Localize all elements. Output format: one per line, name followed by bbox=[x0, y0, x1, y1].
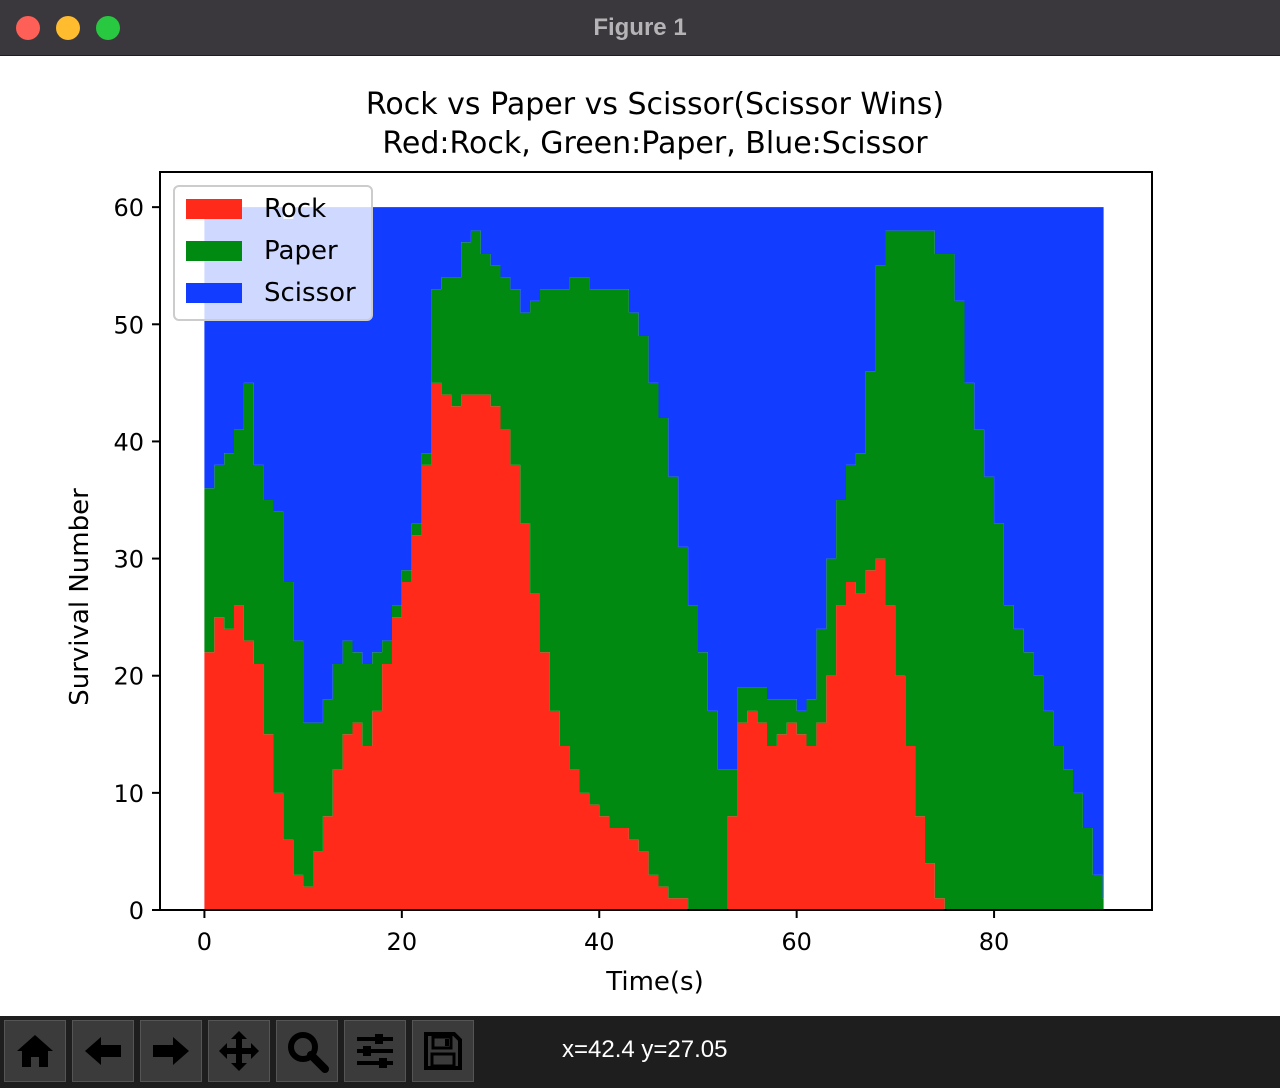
legend: Rock Paper Scissor bbox=[173, 185, 373, 321]
forward-icon bbox=[153, 1037, 189, 1065]
save-button[interactable] bbox=[412, 1020, 474, 1082]
back-icon bbox=[85, 1037, 121, 1065]
legend-swatch-scissor bbox=[186, 283, 242, 303]
legend-label-scissor: Scissor bbox=[264, 278, 356, 308]
plot-frame bbox=[159, 171, 1153, 911]
y-tick-label: 20 bbox=[113, 663, 144, 691]
minimize-button[interactable] bbox=[56, 16, 80, 40]
y-tick-label: 30 bbox=[113, 546, 144, 574]
back-button[interactable] bbox=[72, 1020, 134, 1082]
area-series bbox=[204, 207, 1104, 911]
x-axis-label: Time(s) bbox=[605, 967, 703, 997]
x-tick-label: 60 bbox=[781, 928, 812, 956]
window-titlebar: Figure 1 bbox=[0, 0, 1280, 56]
area-paper bbox=[204, 230, 1104, 911]
y-tick-label: 0 bbox=[129, 897, 144, 925]
area-scissor bbox=[204, 207, 1104, 899]
zoom-button-tool[interactable] bbox=[276, 1020, 338, 1082]
cursor-coordinates: x=42.4 y=27.05 bbox=[562, 1036, 728, 1063]
chart-title: Rock vs Paper vs Scissor(Scissor Wins) bbox=[366, 87, 944, 122]
x-tick-label: 80 bbox=[979, 928, 1010, 956]
x-tick-label: 40 bbox=[584, 928, 615, 956]
area-rock bbox=[204, 382, 1104, 910]
forward-button[interactable] bbox=[140, 1020, 202, 1082]
legend-swatch-paper bbox=[186, 241, 242, 261]
legend-swatch-rock bbox=[186, 199, 242, 219]
home-icon bbox=[17, 1035, 53, 1067]
zoom-icon bbox=[288, 1032, 329, 1073]
window-title: Figure 1 bbox=[593, 14, 687, 41]
y-axis-label: Survival Number bbox=[65, 488, 95, 706]
chart: Rock vs Paper vs Scissor(Scissor Wins) R… bbox=[0, 56, 1280, 1016]
home-button[interactable] bbox=[4, 1020, 66, 1082]
figure-canvas[interactable]: Rock vs Paper vs Scissor(Scissor Wins) R… bbox=[0, 56, 1280, 1016]
pan-icon bbox=[219, 1031, 259, 1071]
navigation-toolbar: x=42.4 y=27.05 bbox=[0, 1016, 1280, 1088]
pan-button[interactable] bbox=[208, 1020, 270, 1082]
configure-icon bbox=[357, 1034, 393, 1068]
chart-subtitle: Red:Rock, Green:Paper, Blue:Scissor bbox=[382, 126, 928, 161]
x-tick-label: 0 bbox=[197, 928, 212, 956]
y-tick-label: 40 bbox=[113, 428, 144, 456]
x-axis: 0 20 40 60 80 bbox=[197, 910, 1010, 956]
close-button[interactable] bbox=[16, 16, 40, 40]
configure-button[interactable] bbox=[344, 1020, 406, 1082]
y-tick-label: 50 bbox=[113, 311, 144, 339]
y-tick-label: 60 bbox=[113, 194, 144, 222]
zoom-button[interactable] bbox=[96, 16, 120, 40]
y-axis: 0 10 20 30 40 50 60 bbox=[113, 194, 160, 925]
legend-label-rock: Rock bbox=[264, 194, 326, 224]
x-tick-label: 20 bbox=[387, 928, 418, 956]
save-icon bbox=[424, 1032, 462, 1070]
legend-label-paper: Paper bbox=[264, 236, 338, 266]
y-tick-label: 10 bbox=[113, 780, 144, 808]
